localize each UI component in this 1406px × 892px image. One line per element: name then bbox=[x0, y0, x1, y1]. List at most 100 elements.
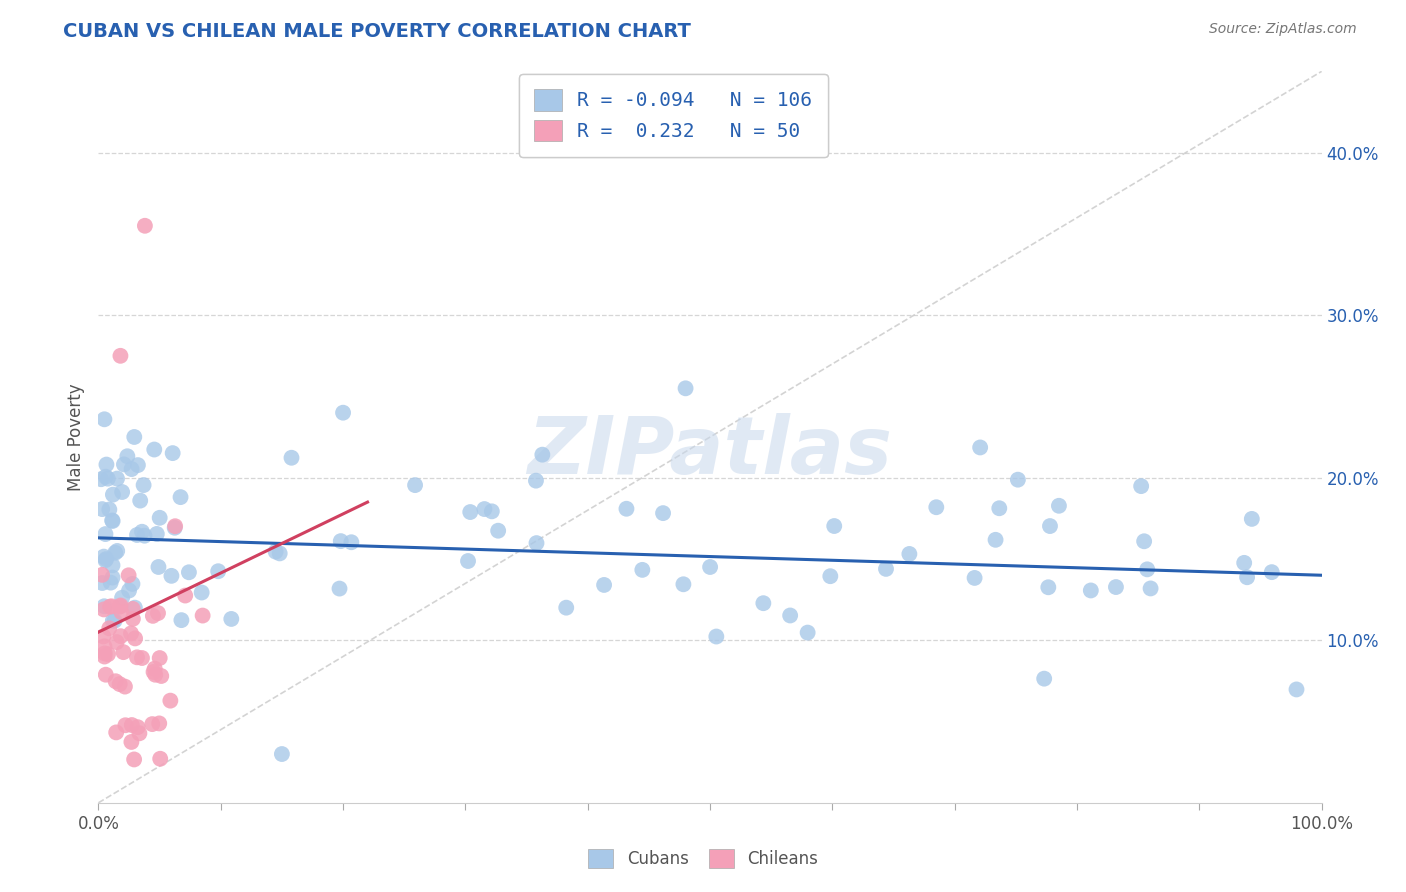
Point bbox=[108, 599, 131, 614]
Point bbox=[264, 544, 287, 558]
Point bbox=[121, 577, 143, 591]
Point bbox=[457, 554, 479, 568]
Point bbox=[143, 667, 166, 681]
Point bbox=[474, 502, 496, 516]
Point bbox=[94, 552, 117, 566]
Point bbox=[823, 519, 845, 533]
Point bbox=[1130, 479, 1153, 493]
Point bbox=[132, 478, 155, 492]
Point bbox=[752, 596, 775, 610]
Point bbox=[1133, 534, 1156, 549]
Point bbox=[1261, 565, 1284, 579]
Point bbox=[93, 630, 115, 644]
Point bbox=[117, 450, 139, 464]
Point bbox=[404, 478, 426, 492]
Point bbox=[94, 527, 117, 541]
Point bbox=[101, 513, 124, 527]
Point bbox=[332, 406, 354, 420]
Point bbox=[93, 602, 115, 616]
Point bbox=[1136, 562, 1159, 576]
Point bbox=[142, 665, 165, 679]
Point bbox=[120, 735, 142, 749]
Point bbox=[93, 412, 115, 426]
Point bbox=[704, 630, 727, 644]
Point bbox=[1038, 580, 1060, 594]
Point bbox=[925, 500, 948, 515]
Point bbox=[96, 458, 118, 472]
Point bbox=[101, 558, 124, 573]
Point bbox=[328, 582, 350, 596]
Point bbox=[143, 442, 166, 457]
Point bbox=[1236, 570, 1258, 584]
Point bbox=[1105, 580, 1128, 594]
Point bbox=[146, 527, 169, 541]
Point bbox=[988, 501, 1011, 516]
Point bbox=[875, 562, 897, 576]
Point bbox=[104, 614, 127, 628]
Point bbox=[280, 450, 302, 465]
Point bbox=[129, 493, 152, 508]
Point bbox=[481, 504, 503, 518]
Point bbox=[94, 553, 117, 567]
Point bbox=[796, 625, 818, 640]
Point bbox=[1033, 672, 1056, 686]
Point bbox=[675, 381, 697, 395]
Point bbox=[94, 667, 117, 681]
Point bbox=[105, 725, 128, 739]
Point bbox=[125, 650, 148, 665]
Point bbox=[98, 599, 121, 614]
Point bbox=[162, 446, 184, 460]
Point bbox=[110, 605, 132, 619]
Point bbox=[458, 505, 481, 519]
Point bbox=[616, 501, 638, 516]
Point bbox=[125, 528, 148, 542]
Point bbox=[111, 591, 134, 605]
Point bbox=[114, 718, 136, 732]
Point bbox=[1047, 499, 1070, 513]
Text: Source: ZipAtlas.com: Source: ZipAtlas.com bbox=[1209, 22, 1357, 37]
Y-axis label: Male Poverty: Male Poverty bbox=[67, 384, 86, 491]
Point bbox=[93, 649, 115, 664]
Point bbox=[105, 635, 128, 649]
Point bbox=[100, 599, 122, 614]
Point bbox=[97, 647, 120, 661]
Point bbox=[121, 602, 143, 616]
Point bbox=[101, 488, 124, 502]
Point bbox=[150, 669, 173, 683]
Point bbox=[531, 448, 554, 462]
Point bbox=[699, 560, 721, 574]
Point bbox=[593, 578, 616, 592]
Point bbox=[555, 600, 578, 615]
Point bbox=[110, 599, 132, 613]
Point bbox=[1139, 582, 1161, 596]
Point bbox=[100, 575, 122, 590]
Point bbox=[91, 502, 114, 516]
Point bbox=[779, 608, 801, 623]
Point bbox=[170, 613, 193, 627]
Point bbox=[101, 514, 124, 528]
Point bbox=[486, 524, 509, 538]
Point bbox=[98, 621, 121, 635]
Point bbox=[104, 674, 127, 689]
Point bbox=[340, 535, 363, 549]
Point bbox=[148, 560, 170, 574]
Point bbox=[1007, 473, 1029, 487]
Point bbox=[190, 585, 212, 599]
Point bbox=[149, 752, 172, 766]
Point bbox=[112, 645, 135, 659]
Point bbox=[329, 534, 352, 549]
Point bbox=[127, 458, 149, 472]
Point bbox=[118, 583, 141, 598]
Point bbox=[134, 219, 156, 233]
Point bbox=[91, 576, 114, 591]
Point bbox=[124, 600, 146, 615]
Point bbox=[163, 521, 186, 535]
Point bbox=[105, 544, 128, 558]
Point bbox=[110, 349, 132, 363]
Point bbox=[191, 608, 214, 623]
Point bbox=[177, 566, 200, 580]
Point bbox=[146, 606, 169, 620]
Legend: Cubans, Chileans: Cubans, Chileans bbox=[582, 843, 824, 875]
Point bbox=[142, 608, 165, 623]
Point bbox=[120, 626, 142, 640]
